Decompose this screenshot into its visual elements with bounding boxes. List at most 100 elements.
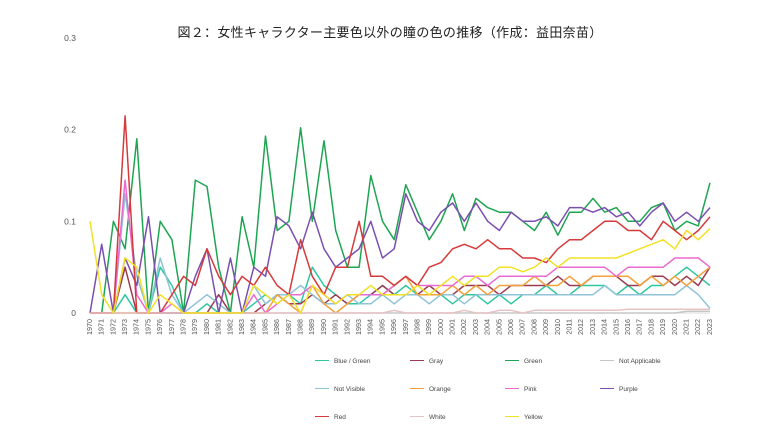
series-line-4	[90, 193, 711, 314]
x-tick-label: 1971	[97, 319, 106, 335]
legend-item: Purple	[600, 386, 638, 400]
x-tick-label: 1973	[120, 319, 129, 335]
legend-swatch	[600, 359, 614, 361]
x-tick-label: 2004	[483, 319, 492, 335]
x-tick-label: 1979	[190, 319, 199, 335]
y-tick-label: 0.1	[64, 216, 76, 226]
legend-item: Not Applicable	[600, 358, 661, 372]
y-tick-label: 0	[71, 308, 76, 318]
x-tick-label: 1972	[108, 319, 117, 335]
x-tick-label: 1975	[143, 319, 152, 335]
x-tick-label: 1986	[272, 319, 281, 335]
x-tick-label: 1974	[132, 319, 141, 335]
x-tick-label: 2005	[494, 319, 503, 335]
legend-label: Yellow	[524, 414, 543, 421]
legend-item: Yellow	[505, 414, 543, 428]
x-tick-label: 1989	[307, 319, 316, 335]
legend-label: Green	[524, 358, 543, 365]
x-tick-label: 1987	[284, 319, 293, 335]
x-tick-label: 1984	[249, 319, 258, 335]
x-tick-label: 1983	[237, 319, 246, 335]
legend-item: Green	[505, 358, 542, 372]
x-tick-label: 2009	[541, 319, 550, 335]
legend-label: Blue / Green	[334, 358, 371, 365]
legend-swatch	[505, 387, 519, 389]
x-tick-label: 1998	[412, 319, 421, 335]
x-tick-label: 2002	[459, 319, 468, 335]
x-tick-label: 1991	[331, 319, 340, 335]
x-tick-label: 2015	[611, 319, 620, 335]
legend-label: Purple	[619, 386, 638, 393]
x-tick-label: 2006	[506, 319, 515, 335]
x-tick-label: 1985	[260, 319, 269, 335]
x-tick-label: 2022	[693, 319, 702, 335]
legend-swatch	[410, 387, 424, 389]
x-tick-label: 1970	[85, 319, 94, 335]
legend-label: Pink	[524, 386, 537, 393]
legend-swatch	[505, 415, 519, 417]
x-tick-label: 1996	[389, 319, 398, 335]
legend-item: Orange	[410, 386, 451, 400]
legend-item: White	[410, 414, 446, 428]
series-line-7	[89, 193, 711, 314]
x-tick-label: 1976	[155, 319, 164, 335]
x-tick-label: 2021	[682, 319, 691, 335]
x-tick-label: 2010	[553, 319, 562, 335]
x-tick-label: 1981	[214, 319, 223, 335]
y-tick-label: 0.3	[64, 33, 76, 43]
legend-label: Red	[334, 414, 346, 421]
x-tick-label: 1980	[202, 319, 211, 335]
legend-item: Not Visible	[315, 386, 365, 400]
series-line-2	[90, 127, 711, 314]
series-line-8	[90, 115, 711, 314]
x-tick-label: 1995	[377, 319, 386, 335]
x-tick-label: 2014	[600, 319, 609, 335]
legend-swatch	[505, 359, 519, 361]
x-tick-label: 1997	[401, 319, 410, 335]
x-tick-label: 2001	[448, 319, 457, 335]
legend-swatch	[315, 415, 329, 417]
x-tick-label: 1990	[319, 319, 328, 335]
x-tick-label: 2000	[436, 319, 445, 335]
x-tick-label: 2003	[471, 319, 480, 335]
legend-label: Not Visible	[334, 386, 365, 393]
x-tick-label: 1992	[342, 319, 351, 335]
legend-label: Gray	[429, 358, 444, 365]
legend-swatch	[410, 415, 424, 417]
legend-swatch	[600, 387, 614, 389]
legend-label: White	[429, 414, 446, 421]
x-tick-label: 2017	[635, 319, 644, 335]
series-line-6	[90, 179, 711, 314]
series-layer	[89, 115, 711, 314]
x-tick-label: 1994	[366, 319, 375, 335]
x-tick-label: 2011	[565, 319, 574, 334]
legend-swatch	[410, 359, 424, 361]
legend-swatch	[315, 387, 329, 389]
legend-item: Gray	[410, 358, 443, 372]
series-line-10	[89, 221, 711, 314]
x-tick-label: 2019	[658, 319, 667, 335]
chart-title: 図２：女性キャラクター主要色以外の瞳の色の推移（作成：益田奈苗）	[177, 26, 603, 41]
legend-label: Orange	[429, 386, 451, 393]
x-tick-label: 2007	[518, 319, 527, 335]
x-tick-label: 2020	[670, 319, 679, 335]
x-tick-label: 2013	[588, 319, 597, 335]
x-tick-label: 1978	[178, 319, 187, 335]
legend-item: Pink	[505, 386, 537, 400]
x-tick-label: 1977	[167, 319, 176, 335]
legend-item: Red	[315, 414, 346, 428]
legend-item: Blue / Green	[315, 358, 371, 372]
x-tick-label: 2008	[529, 319, 538, 335]
y-tick-label: 0.2	[64, 125, 76, 135]
x-tick-label: 2012	[576, 319, 585, 335]
x-tick-label: 2023	[705, 319, 714, 335]
x-tick-label: 2018	[646, 319, 655, 335]
x-tick-label: 2016	[623, 319, 632, 335]
x-tick-label: 1993	[354, 319, 363, 335]
legend-label: Not Applicable	[619, 358, 661, 365]
legend-swatch	[315, 359, 329, 361]
x-tick-label: 1999	[424, 319, 433, 335]
x-tick-label: 1982	[225, 319, 234, 335]
